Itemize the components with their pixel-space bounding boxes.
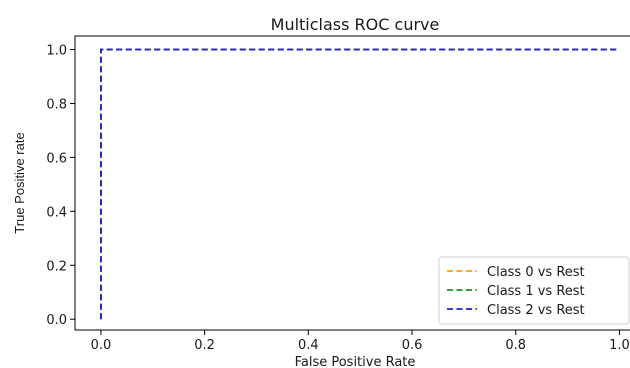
legend: Class 0 vs Rest Class 1 vs Rest Class 2 vs… <box>438 256 630 325</box>
x-tick-label: 1.0 <box>609 338 630 353</box>
x-axis-label: False Positive Rate <box>295 355 416 368</box>
x-tick-label: 0.0 <box>91 338 112 353</box>
y-axis-label: True Positive rate <box>12 132 27 233</box>
y-tick-label: 0.4 <box>46 205 67 220</box>
series-layer <box>100 48 620 320</box>
chart-title: Multiclass ROC curve <box>271 15 440 34</box>
legend-label-class-0: Class 0 vs Rest <box>487 265 585 280</box>
y-tick-label: 0.0 <box>46 313 67 328</box>
series-line-class-2 <box>100 48 620 320</box>
x-tick-label: 0.8 <box>505 338 526 353</box>
x-tick-label: 0.6 <box>402 338 423 353</box>
legend-label-class-1: Class 1 vs Rest <box>487 284 585 299</box>
x-tick-label: 0.4 <box>298 338 319 353</box>
x-tick-label: 0.2 <box>194 338 215 353</box>
y-axis: 0.0 0.2 0.4 0.6 0.8 1.0 <box>46 43 75 328</box>
y-tick-label: 0.2 <box>46 259 67 274</box>
legend-box <box>438 256 630 325</box>
legend-label-class-2: Class 2 vs Rest <box>487 303 585 318</box>
y-tick-label: 0.6 <box>46 151 67 166</box>
plot-frame <box>74 35 630 331</box>
y-tick-label: 1.0 <box>46 43 67 58</box>
x-axis: 0.0 0.2 0.4 0.6 0.8 1.0 <box>91 330 630 353</box>
y-tick-label: 0.8 <box>46 97 67 112</box>
